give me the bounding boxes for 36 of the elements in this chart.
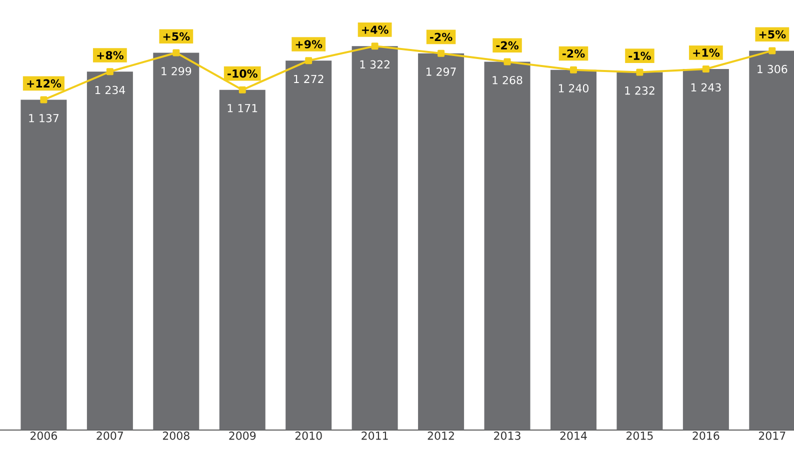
- annotation: +12%: [27, 79, 62, 88]
- data-label: 1 268: [492, 76, 522, 84]
- data-label: 1 299: [162, 66, 192, 76]
- annotation: +5%: [759, 30, 786, 39]
- x-tick-label: 2013: [494, 432, 520, 440]
- data-label: 1 243: [691, 83, 721, 92]
- x-tick-label: 2012: [428, 432, 454, 440]
- x-tick-label: 2010: [295, 432, 322, 440]
- x-tick-label: 2015: [626, 432, 653, 440]
- data-label: 1 306: [758, 64, 788, 74]
- annotation: +8%: [97, 51, 124, 60]
- annotation: +4%: [362, 26, 388, 34]
- x-tick-label: 2006: [30, 432, 58, 440]
- x-tick-label: 2016: [692, 432, 720, 440]
- annotation: -1%: [628, 52, 651, 60]
- data-label: 1 171: [228, 104, 258, 112]
- x-tick-label: 2008: [162, 432, 190, 440]
- annotation: +1%: [693, 48, 720, 57]
- data-label: 1 272: [294, 74, 324, 83]
- annotation: +9%: [296, 40, 322, 48]
- data-label: 1 322: [360, 60, 390, 69]
- x-tick-label: 2017: [758, 432, 786, 440]
- x-tick-label: 2011: [362, 432, 388, 440]
- annotation: +5%: [163, 32, 190, 41]
- annotation: -2%: [562, 49, 585, 58]
- x-tick-label: 2014: [560, 432, 587, 440]
- data-label: 1 137: [29, 114, 58, 122]
- annotation: -2%: [496, 41, 519, 50]
- data-label: 1 297: [426, 68, 456, 76]
- data-label: 1 232: [625, 86, 654, 95]
- annotation: -2%: [430, 32, 452, 42]
- data-label: 1 240: [558, 84, 588, 92]
- annotation: -10%: [228, 69, 258, 78]
- data-label: 1 234: [95, 86, 126, 94]
- x-tick-label: 2007: [96, 432, 123, 440]
- x-tick-label: 2009: [229, 432, 256, 440]
